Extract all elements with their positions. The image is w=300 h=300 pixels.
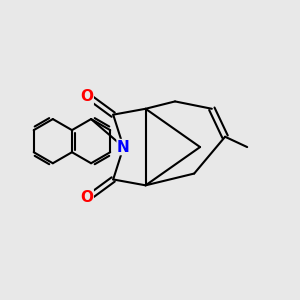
Text: O: O: [80, 89, 93, 104]
Text: O: O: [80, 190, 93, 205]
Text: N: N: [117, 140, 130, 154]
